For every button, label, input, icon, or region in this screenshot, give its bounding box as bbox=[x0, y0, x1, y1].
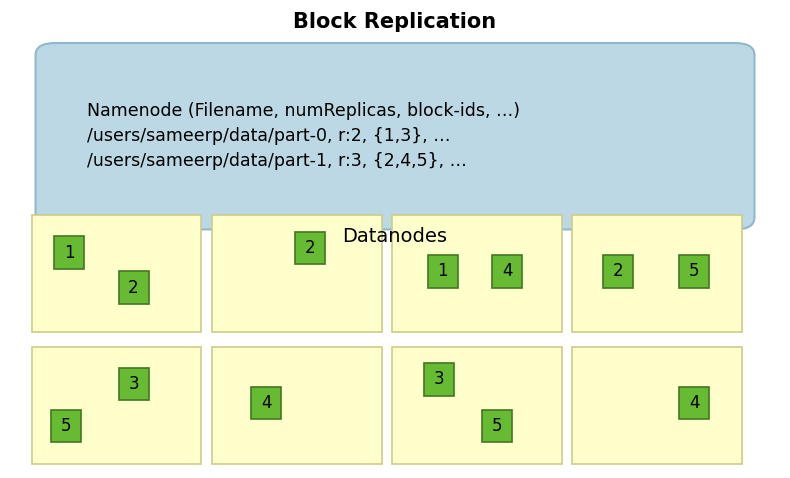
FancyBboxPatch shape bbox=[118, 368, 149, 400]
Text: 4: 4 bbox=[502, 262, 513, 280]
Text: 5: 5 bbox=[60, 417, 71, 435]
Text: 3: 3 bbox=[128, 375, 139, 393]
Text: 1: 1 bbox=[438, 262, 448, 280]
FancyBboxPatch shape bbox=[54, 236, 84, 269]
FancyBboxPatch shape bbox=[212, 215, 382, 332]
Text: 5: 5 bbox=[689, 262, 699, 280]
FancyBboxPatch shape bbox=[392, 215, 562, 332]
FancyBboxPatch shape bbox=[32, 215, 201, 332]
FancyBboxPatch shape bbox=[212, 347, 382, 464]
FancyBboxPatch shape bbox=[251, 387, 281, 419]
FancyBboxPatch shape bbox=[424, 363, 454, 396]
FancyBboxPatch shape bbox=[492, 255, 522, 288]
Text: 2: 2 bbox=[305, 239, 315, 257]
Text: 1: 1 bbox=[64, 244, 74, 261]
FancyBboxPatch shape bbox=[572, 347, 742, 464]
Text: Datanodes: Datanodes bbox=[343, 227, 447, 246]
FancyBboxPatch shape bbox=[32, 347, 201, 464]
Text: 3: 3 bbox=[434, 370, 445, 388]
FancyBboxPatch shape bbox=[428, 255, 458, 288]
FancyBboxPatch shape bbox=[295, 232, 325, 264]
FancyBboxPatch shape bbox=[482, 410, 512, 443]
FancyBboxPatch shape bbox=[51, 410, 81, 443]
FancyBboxPatch shape bbox=[572, 215, 742, 332]
Text: 4: 4 bbox=[261, 394, 271, 412]
Text: 5: 5 bbox=[492, 417, 502, 435]
FancyBboxPatch shape bbox=[679, 387, 709, 419]
FancyBboxPatch shape bbox=[36, 43, 754, 229]
Text: Block Replication: Block Replication bbox=[293, 11, 497, 32]
Text: 4: 4 bbox=[689, 394, 699, 412]
Text: Namenode (Filename, numReplicas, block-ids, …)
/users/sameerp/data/part-0, r:2, : Namenode (Filename, numReplicas, block-i… bbox=[87, 102, 520, 170]
FancyBboxPatch shape bbox=[118, 272, 149, 304]
Text: 2: 2 bbox=[612, 262, 623, 280]
FancyBboxPatch shape bbox=[603, 255, 633, 288]
Text: 2: 2 bbox=[128, 279, 139, 297]
FancyBboxPatch shape bbox=[392, 347, 562, 464]
FancyBboxPatch shape bbox=[679, 255, 709, 288]
